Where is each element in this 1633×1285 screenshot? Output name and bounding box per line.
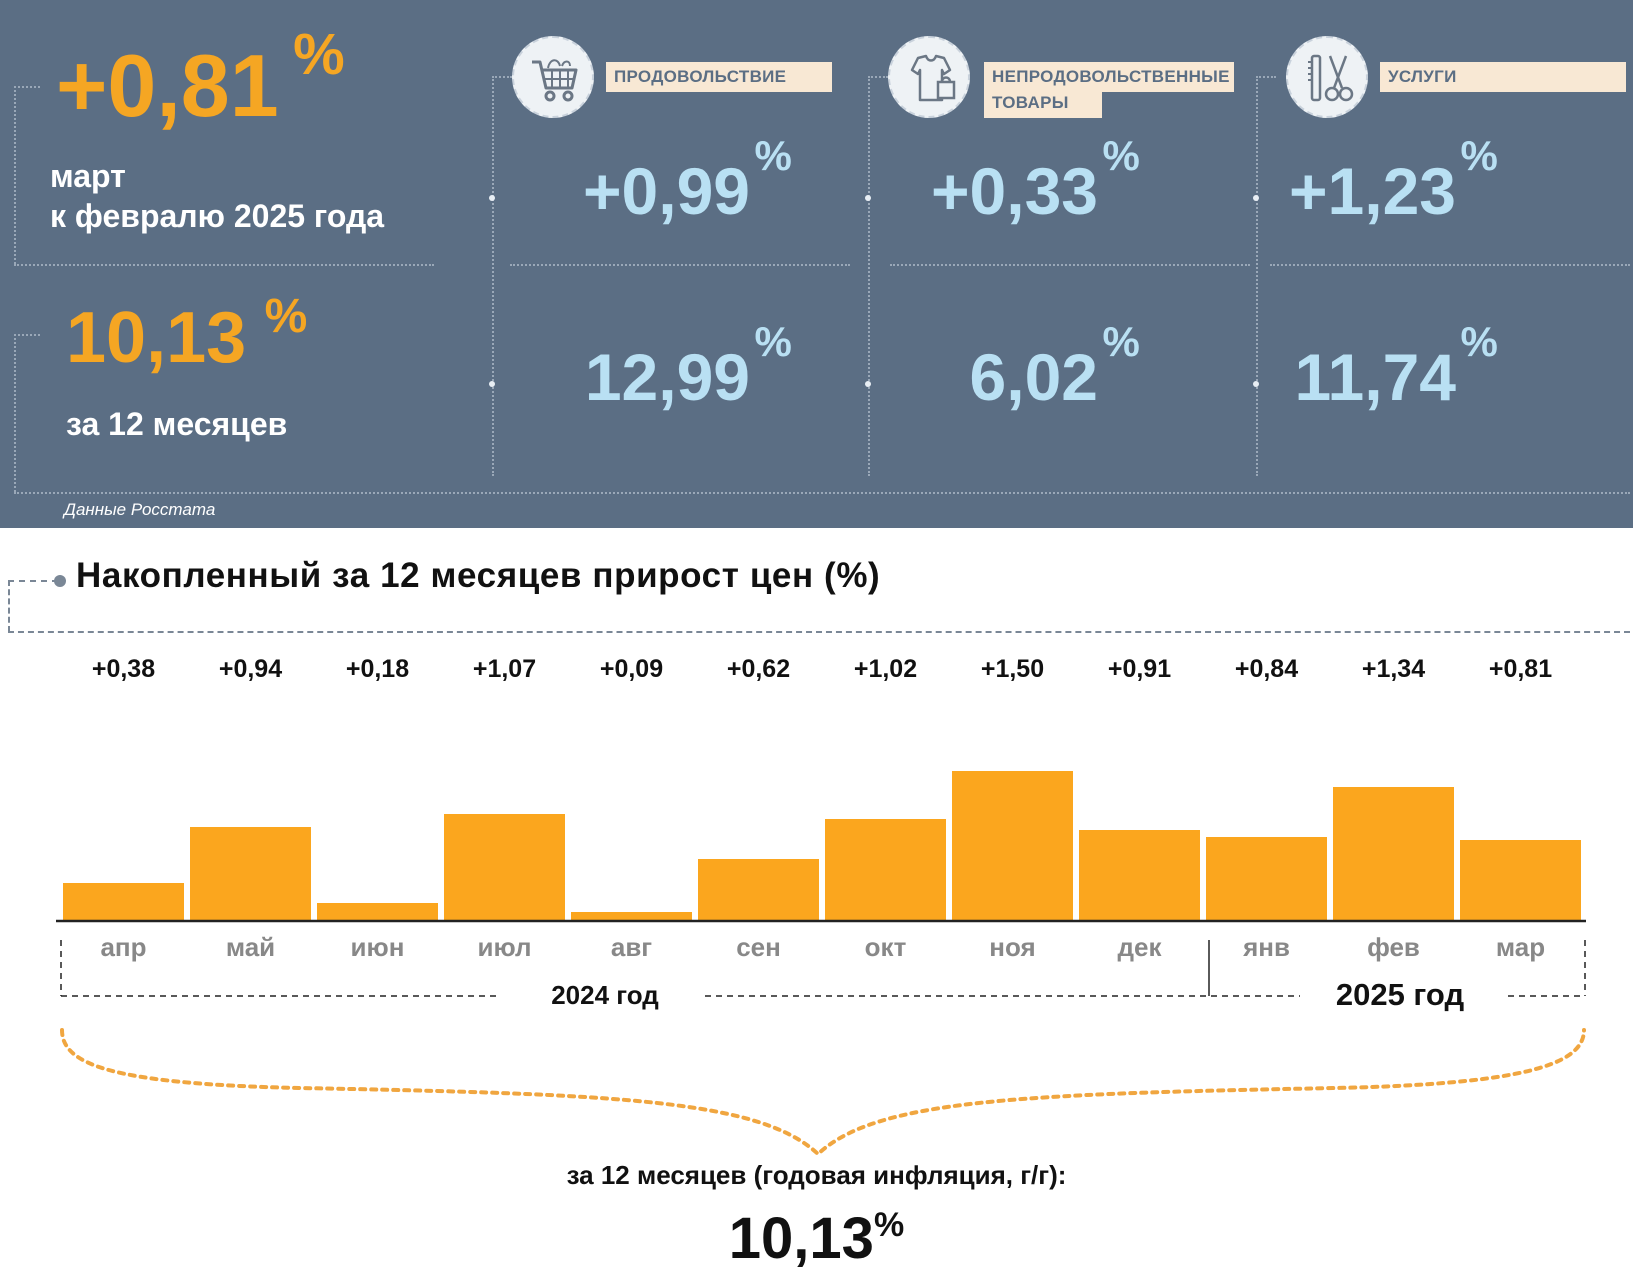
food-monthly-unit: %	[754, 132, 792, 179]
food-annual-unit: %	[754, 318, 792, 365]
services-monthly-unit: %	[1460, 132, 1498, 179]
value-label-июл: +1,07	[473, 655, 536, 683]
food-annual-value: 12,99	[584, 340, 750, 414]
month-label-май: май	[226, 932, 275, 962]
source-note: Данные Росстата	[64, 500, 216, 519]
annual-total: 10,13%	[0, 1205, 1633, 1272]
category-label-nonfood-line1: НЕПРОДОВОЛЬСТВЕННЫЕ	[984, 62, 1234, 92]
title-frame-bottom	[8, 631, 1630, 633]
value-label-мар: +0,81	[1489, 655, 1552, 683]
annual-headline: 10,13 %	[66, 293, 307, 375]
bar-май	[190, 827, 311, 921]
nonfood-monthly-value: +0,33	[931, 154, 1098, 228]
annual-total-unit: %	[873, 1206, 905, 1244]
bar-мар	[1460, 840, 1581, 921]
scissors-comb-icon	[1286, 36, 1368, 118]
month-label-мар: мар	[1496, 932, 1545, 962]
value-label-окт: +1,02	[854, 655, 917, 683]
summary-panel: +0,81 % март к февралю 2025 года 10,13 %…	[0, 0, 1633, 528]
bar-окт	[825, 819, 946, 921]
month-label-янв: янв	[1242, 932, 1290, 962]
category-services-annual: 11,74 %	[1236, 321, 1497, 414]
monthly-headline: +0,81 %	[56, 26, 345, 130]
month-label-дек: дек	[1118, 932, 1163, 962]
value-label-сен: +0,62	[727, 655, 790, 683]
bar-ноя	[952, 771, 1073, 921]
nonfood-monthly-unit: %	[1102, 132, 1140, 179]
value-label-авг: +0,09	[600, 655, 663, 683]
annual-total-value: 10,13	[728, 1206, 874, 1271]
bar-сен	[698, 859, 819, 921]
value-label-май: +0,94	[219, 655, 282, 683]
month-label-сен: сен	[736, 932, 781, 962]
monthly-unit: %	[293, 22, 345, 87]
bar-июл	[444, 814, 565, 921]
services-monthly-value: +1,23	[1289, 154, 1456, 228]
annual-caption: за 12 месяцев (годовая инфляция, г/г):	[566, 1160, 1067, 1190]
services-annual-value: 11,74	[1294, 340, 1456, 414]
year-label-2025: 2025 год	[1335, 977, 1465, 1012]
bar-авг	[571, 912, 692, 921]
value-label-июн: +0,18	[346, 655, 409, 683]
value-label-ноя: +1,50	[981, 655, 1044, 683]
value-label-дек: +0,91	[1108, 655, 1171, 683]
clothing-bag-icon	[888, 36, 970, 118]
title-frame-left	[8, 580, 10, 632]
annual-value: 10,13	[66, 298, 247, 378]
category-nonfood-annual: 6,02 %	[868, 321, 1140, 414]
year-label-2024: 2024 год	[551, 980, 659, 1010]
bar-июн	[317, 903, 438, 921]
bar-chart: +0,38 +0,94 +0,18 +1,07 +0,09 +0,62 +1,02 +1,50…	[56, 655, 1586, 997]
month-label-ноя: ноя	[989, 932, 1035, 962]
chart-title: Накопленный за 12 месяцев прирост цен (%…	[76, 556, 881, 595]
month-label-фев: фев	[1367, 932, 1420, 962]
nonfood-annual-value: 6,02	[969, 340, 1098, 414]
month-label-окт: окт	[865, 932, 907, 962]
monthly-value: +0,81	[56, 36, 279, 135]
value-label-апр: +0,38	[92, 655, 155, 683]
value-label-фев: +1,34	[1362, 655, 1425, 683]
annual-brace	[60, 1028, 1586, 1157]
monthly-label-line1: март	[50, 158, 126, 194]
title-bullet	[54, 575, 66, 587]
services-annual-unit: %	[1460, 318, 1498, 365]
month-label-июн: июн	[351, 932, 405, 962]
shopping-cart-icon	[512, 36, 594, 118]
annual-label: за 12 месяцев	[66, 406, 288, 442]
category-label-food: ПРОДОВОЛЬСТВИЕ	[606, 62, 832, 92]
category-nonfood-monthly: +0,33 %	[868, 135, 1140, 228]
month-label-авг: авг	[611, 932, 652, 962]
category-label-services: УСЛУГИ	[1380, 62, 1626, 92]
annual-unit: %	[264, 290, 308, 343]
title-leader-line	[8, 580, 58, 582]
value-label-янв: +0,84	[1235, 655, 1298, 683]
bar-янв	[1206, 837, 1327, 921]
nonfood-annual-unit: %	[1102, 318, 1140, 365]
food-monthly-value: +0,99	[583, 154, 750, 228]
monthly-label-line2: к февралю 2025 года	[50, 198, 385, 234]
month-label-апр: апр	[100, 932, 146, 962]
month-label-июл: июл	[477, 932, 531, 962]
bar-дек	[1079, 830, 1200, 921]
category-food-annual: 12,99 %	[520, 321, 792, 414]
bar-фев	[1333, 787, 1454, 921]
category-label-nonfood-line2: ТОВАРЫ	[984, 88, 1102, 118]
bar-апр	[63, 883, 184, 921]
category-food-monthly: +0,99 %	[520, 135, 792, 228]
category-services-monthly: +1,23 %	[1236, 135, 1498, 228]
